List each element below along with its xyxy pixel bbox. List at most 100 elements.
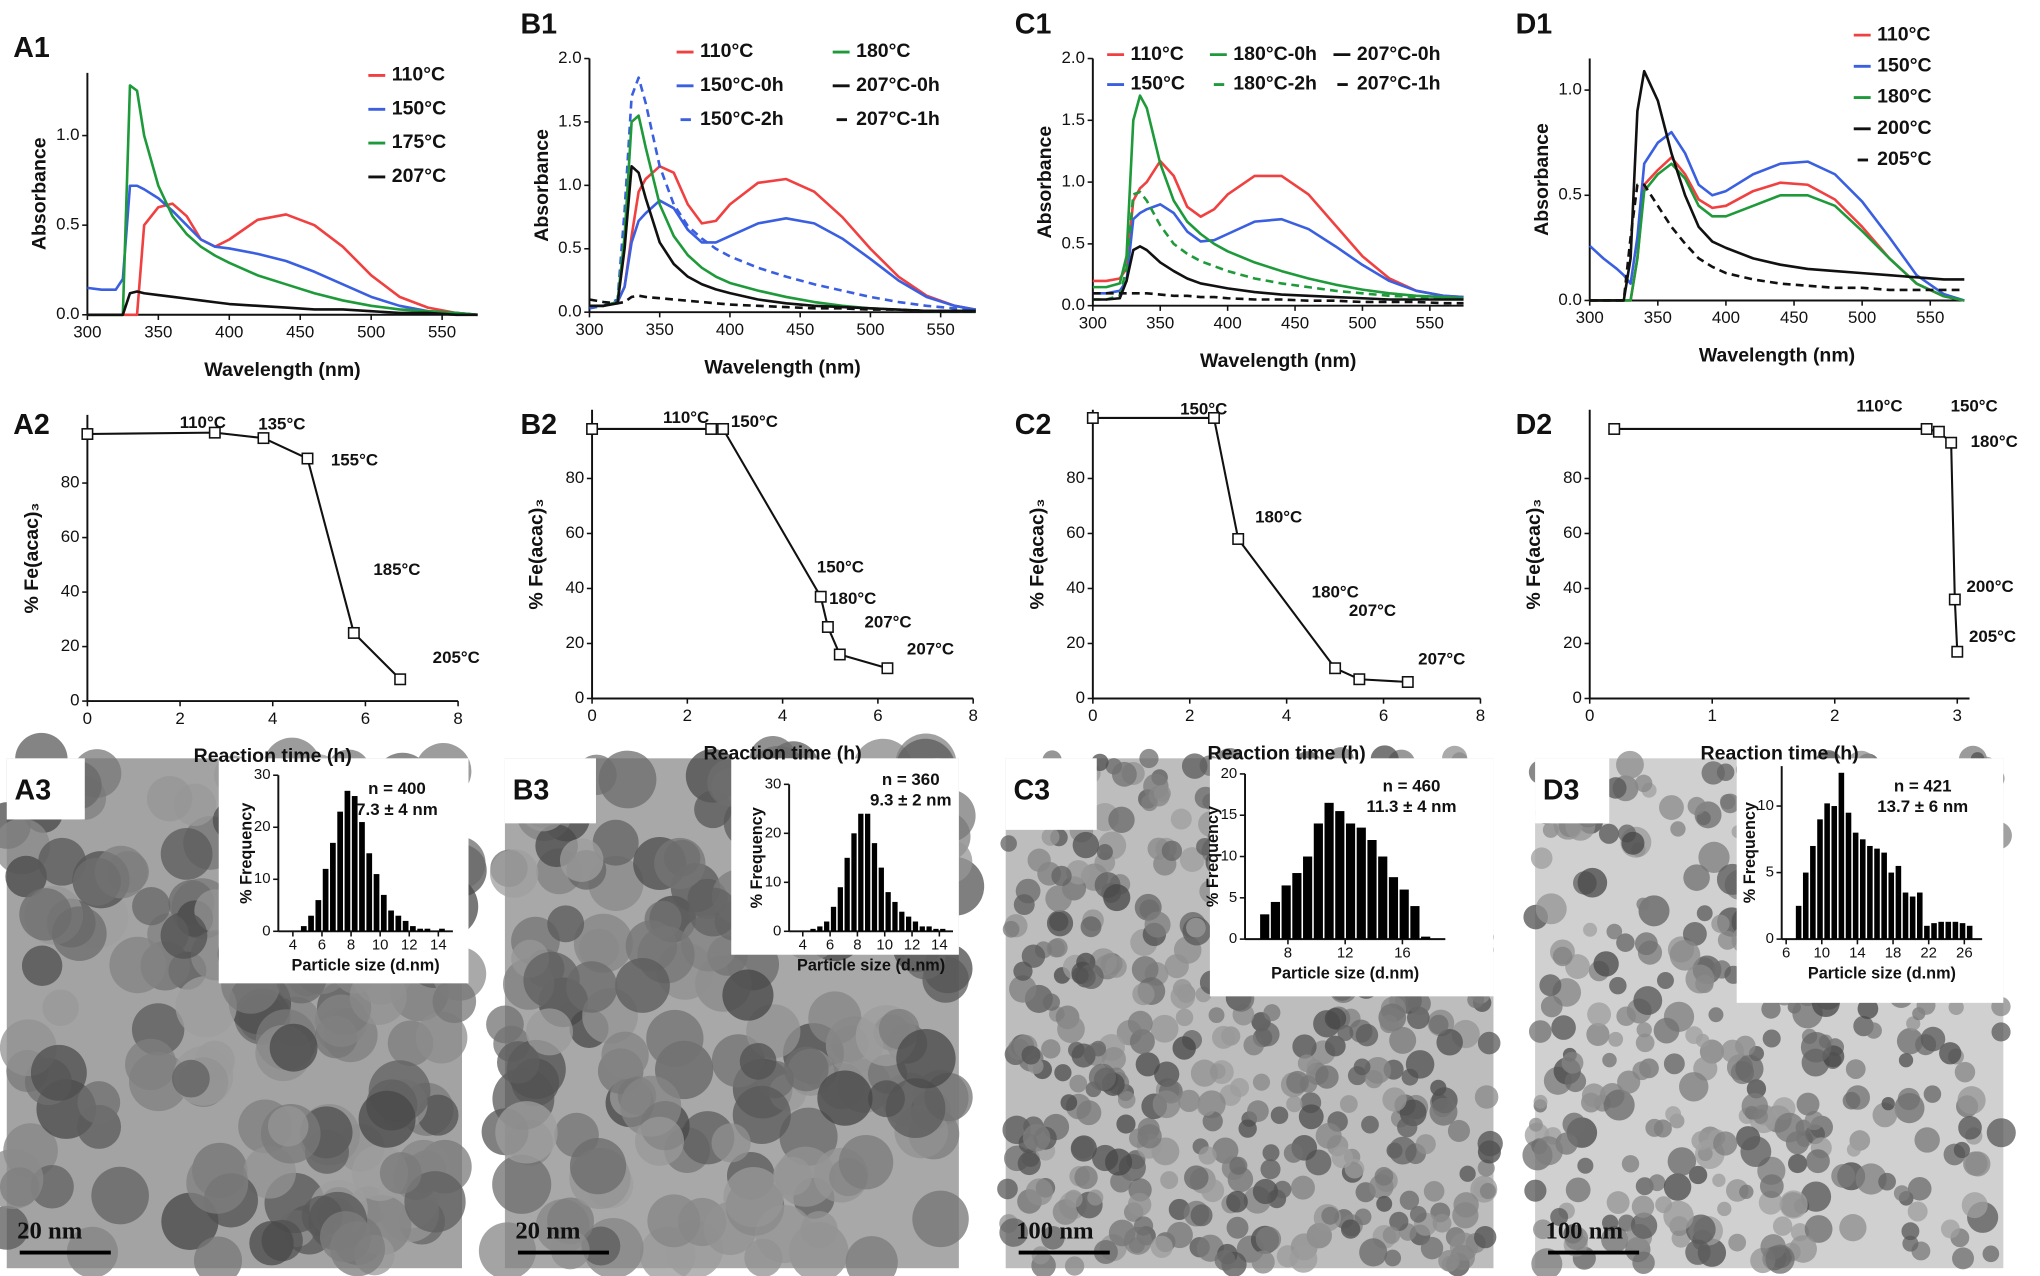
particle (1214, 1249, 1236, 1271)
particle (1608, 1031, 1624, 1047)
particle (1530, 847, 1553, 869)
particle (1064, 1189, 1083, 1208)
particle (1017, 1152, 1041, 1176)
particle (1939, 1042, 1962, 1065)
x-tick-label: 8 (853, 937, 861, 954)
series-line (1092, 245, 1464, 301)
particle (1263, 1004, 1281, 1022)
legend-label: 150°C-2h (700, 108, 784, 130)
particle (1632, 1061, 1652, 1081)
bar (1270, 901, 1281, 940)
bar (439, 928, 445, 932)
particle (1772, 1216, 1793, 1236)
bar (1292, 873, 1302, 940)
particle (172, 1059, 210, 1098)
particle (1137, 1124, 1162, 1149)
particle (1031, 1246, 1050, 1265)
marker (821, 620, 834, 633)
marker (1086, 411, 1099, 424)
particle (1685, 1239, 1711, 1265)
particle (1587, 1002, 1612, 1027)
particle (1177, 1089, 1201, 1113)
x-axis-label: Particle size (d.nm) (1808, 965, 1956, 983)
particle (1696, 905, 1713, 922)
particle (868, 1080, 905, 1118)
marker (586, 422, 599, 435)
point-label: 155°C (331, 451, 378, 470)
x-tick-label: 300 (575, 320, 603, 339)
particle (1606, 923, 1623, 940)
particle (525, 1008, 573, 1056)
panel-label: B1 (521, 9, 558, 41)
particle (1273, 1180, 1292, 1199)
bar (1902, 892, 1909, 940)
particle (160, 912, 208, 959)
particle (1631, 1195, 1655, 1218)
annotation: n = 400 (368, 779, 426, 798)
bar (402, 920, 409, 932)
y-tick-label: 0.5 (1062, 233, 1085, 252)
marker (208, 426, 221, 439)
x-tick-label: 450 (786, 320, 814, 339)
particle (1415, 1134, 1436, 1155)
particle (1013, 894, 1035, 916)
y-axis-label: % Frequency (748, 807, 766, 908)
x-tick-label: 4 (289, 937, 297, 954)
bar (851, 833, 857, 932)
legend-label: 150°C-0h (700, 74, 784, 96)
marker (1920, 422, 1933, 435)
particle (739, 1043, 777, 1080)
bar (1867, 845, 1873, 940)
x-tick-label: 2 (1185, 706, 1194, 725)
particle (1804, 1110, 1824, 1131)
particle (896, 1029, 956, 1089)
particle (1196, 837, 1214, 856)
particle (1229, 1156, 1248, 1175)
point-label: 180°C (1255, 508, 1302, 527)
particle (1477, 1031, 1501, 1055)
y-tick-label: 0.0 (1558, 290, 1581, 309)
particle (1774, 1112, 1805, 1143)
particle (1906, 1016, 1921, 1031)
particle (1127, 1192, 1152, 1217)
particle (1133, 1216, 1154, 1236)
particle (1361, 1115, 1379, 1134)
particle (1453, 1192, 1479, 1218)
particle (1436, 1029, 1463, 1056)
particle (1129, 1029, 1155, 1055)
particle (1408, 992, 1431, 1016)
scale-label: 20 nm (17, 1218, 83, 1245)
bar (1378, 856, 1388, 940)
particle (1423, 1180, 1445, 1202)
particle (1551, 1015, 1576, 1040)
panel-label: D2 (1516, 409, 1553, 441)
particle (1108, 806, 1135, 834)
series-line (1589, 183, 1965, 302)
particle (1721, 1039, 1745, 1063)
marker (1329, 662, 1342, 675)
particle (1042, 993, 1061, 1011)
point-label: 207°C (1349, 601, 1396, 620)
particle (1041, 827, 1060, 846)
point-label: 180°C (829, 589, 876, 608)
particle (1289, 1245, 1318, 1273)
particle (1581, 1083, 1606, 1108)
particle (1340, 1219, 1361, 1239)
particle (1728, 1233, 1747, 1252)
particle (1898, 1053, 1914, 1068)
particle (1198, 1146, 1217, 1165)
panel-label: A2 (13, 409, 50, 441)
bar (871, 843, 878, 932)
marker (1353, 673, 1366, 686)
marker (1232, 532, 1245, 545)
particle (1128, 1237, 1145, 1254)
particle (1054, 1064, 1072, 1082)
x-tick-label: 350 (144, 322, 172, 341)
x-axis-label: Particle size (d.nm) (797, 957, 945, 975)
y-tick-label: 1.0 (558, 175, 581, 194)
y-tick-label: 0.0 (1062, 295, 1085, 314)
particle (1477, 1159, 1495, 1177)
particle (404, 1171, 466, 1233)
x-tick-label: 12 (904, 937, 921, 954)
legend-label: 207°C-1h (856, 108, 940, 130)
